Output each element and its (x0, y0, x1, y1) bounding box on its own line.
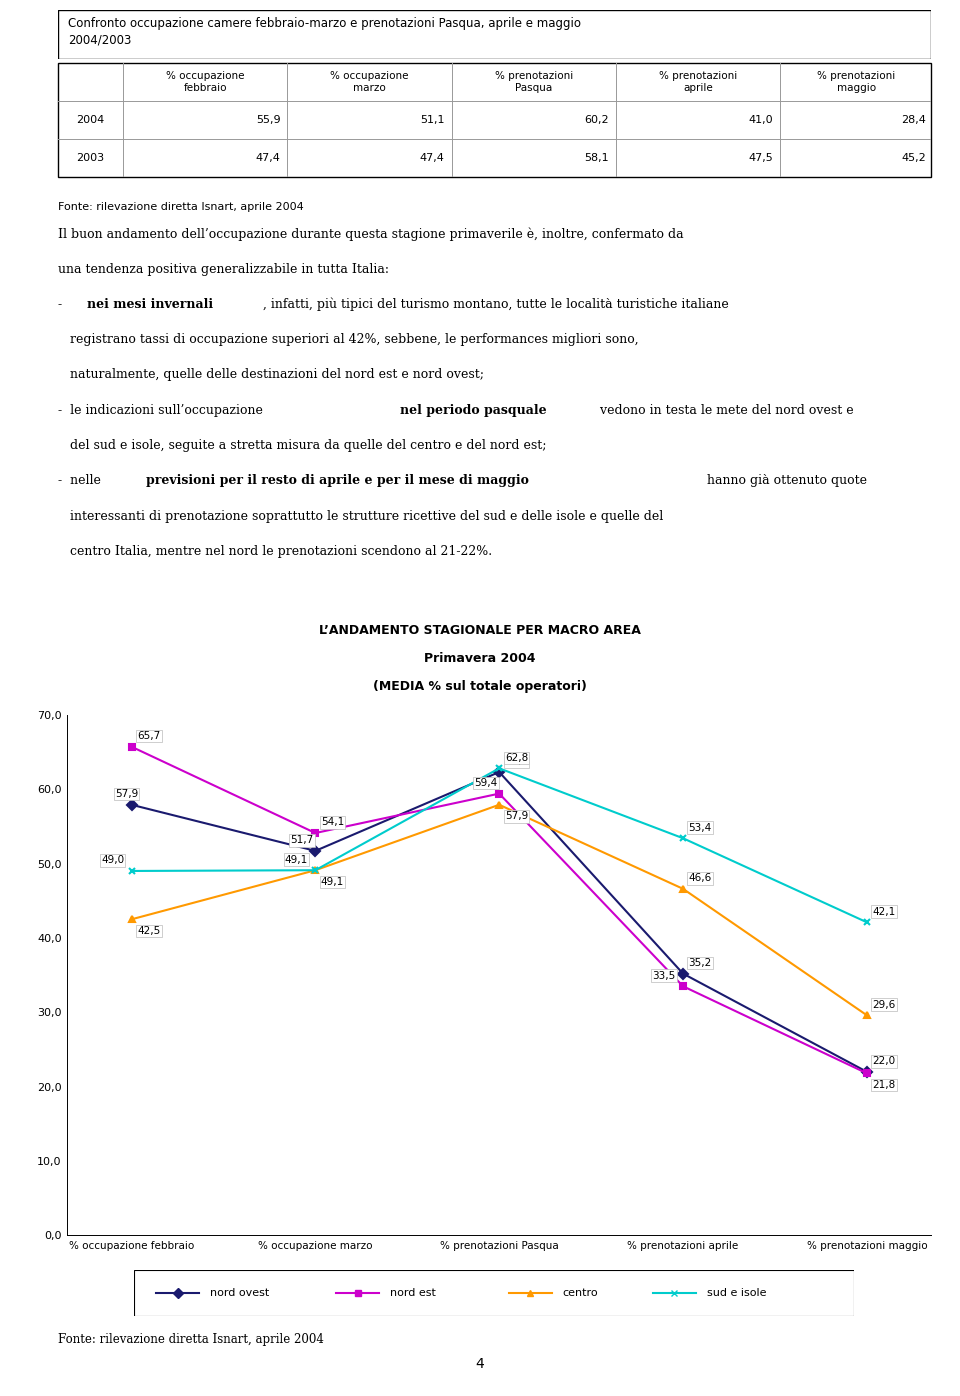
Text: -  nelle: - nelle (58, 475, 105, 487)
Text: 62,8: 62,8 (505, 752, 528, 762)
Text: 58,1: 58,1 (585, 154, 609, 163)
Text: hanno già ottenuto quote: hanno già ottenuto quote (704, 475, 868, 487)
Text: previsioni per il resto di aprile e per il mese di maggio: previsioni per il resto di aprile e per … (146, 475, 529, 487)
Text: 2004: 2004 (76, 114, 105, 126)
Text: Confronto occupazione camere febbraio-marzo e prenotazioni Pasqua, aprile e magg: Confronto occupazione camere febbraio-ma… (68, 17, 581, 46)
Text: 42,5: 42,5 (137, 926, 160, 935)
Text: 49,1: 49,1 (321, 877, 345, 886)
Text: 35,2: 35,2 (688, 958, 711, 967)
Text: naturalmente, quelle delle destinazioni del nord est e nord ovest;: naturalmente, quelle delle destinazioni … (58, 369, 484, 381)
Text: (MEDIA % sul totale operatori): (MEDIA % sul totale operatori) (373, 680, 587, 692)
Text: 49,0: 49,0 (101, 856, 124, 866)
Text: centro: centro (563, 1289, 598, 1298)
Text: sud e isole: sud e isole (707, 1289, 766, 1298)
Text: 57,9: 57,9 (505, 811, 528, 821)
Text: Primavera 2004: Primavera 2004 (424, 652, 536, 664)
Text: -  le indicazioni sull’occupazione: - le indicazioni sull’occupazione (58, 403, 267, 417)
Text: 51,7: 51,7 (290, 835, 314, 846)
Text: 60,2: 60,2 (585, 114, 609, 126)
Text: 2003: 2003 (76, 154, 105, 163)
Text: Fonte: rilevazione diretta Isnart, aprile 2004: Fonte: rilevazione diretta Isnart, april… (58, 1333, 324, 1346)
Text: Il buon andamento dell’occupazione durante questa stagione primaverile è, inoltr: Il buon andamento dell’occupazione duran… (58, 228, 684, 240)
Text: 21,8: 21,8 (873, 1081, 896, 1090)
Text: , infatti, più tipici del turismo montano, tutte le località turistiche italiane: , infatti, più tipici del turismo montan… (263, 297, 729, 311)
Text: 42,1: 42,1 (873, 907, 896, 917)
Text: 47,4: 47,4 (255, 154, 280, 163)
Text: % occupazione
febbraio: % occupazione febbraio (166, 71, 245, 94)
Text: una tendenza positiva generalizzabile in tutta Italia:: una tendenza positiva generalizzabile in… (58, 262, 389, 275)
Text: interessanti di prenotazione soprattutto le strutture ricettive del sud e delle : interessanti di prenotazione soprattutto… (58, 510, 662, 522)
Text: 47,5: 47,5 (749, 154, 773, 163)
Text: nord ovest: nord ovest (210, 1289, 269, 1298)
Text: del sud e isole, seguite a stretta misura da quelle del centro e del nord est;: del sud e isole, seguite a stretta misur… (58, 440, 546, 452)
Text: 51,1: 51,1 (420, 114, 444, 126)
Text: 45,2: 45,2 (901, 154, 926, 163)
Text: 22,0: 22,0 (873, 1057, 896, 1067)
Text: nord est: nord est (390, 1289, 436, 1298)
Text: 62,3: 62,3 (505, 757, 528, 766)
Text: 49,1: 49,1 (285, 854, 308, 864)
Text: registrano tassi di occupazione superiori al 42%, sebbene, le performances migli: registrano tassi di occupazione superior… (58, 334, 638, 346)
Text: 4: 4 (475, 1357, 485, 1371)
Text: 28,4: 28,4 (901, 114, 926, 126)
Text: 59,4: 59,4 (474, 778, 497, 789)
Text: vedono in testa le mete del nord ovest e: vedono in testa le mete del nord ovest e (596, 403, 853, 417)
Text: 29,6: 29,6 (873, 1000, 896, 1009)
Text: L’ANDAMENTO STAGIONALE PER MACRO AREA: L’ANDAMENTO STAGIONALE PER MACRO AREA (319, 624, 641, 637)
Text: 47,4: 47,4 (420, 154, 444, 163)
Text: centro Italia, mentre nel nord le prenotazioni scendono al 21-22%.: centro Italia, mentre nel nord le prenot… (58, 544, 492, 558)
Text: 46,6: 46,6 (688, 874, 711, 884)
Text: % occupazione
marzo: % occupazione marzo (330, 71, 409, 94)
Text: % prenotazioni
aprile: % prenotazioni aprile (659, 71, 737, 94)
Text: % prenotazioni
maggio: % prenotazioni maggio (817, 71, 896, 94)
Text: 55,9: 55,9 (255, 114, 280, 126)
Text: 41,0: 41,0 (749, 114, 773, 126)
Text: 65,7: 65,7 (137, 732, 160, 741)
Text: 53,4: 53,4 (688, 822, 711, 832)
Text: % prenotazioni
Pasqua: % prenotazioni Pasqua (494, 71, 573, 94)
Text: Fonte: rilevazione diretta Isnart, aprile 2004: Fonte: rilevazione diretta Isnart, april… (58, 202, 303, 212)
Text: 54,1: 54,1 (321, 818, 345, 828)
Text: nel periodo pasquale: nel periodo pasquale (400, 403, 546, 417)
Text: 57,9: 57,9 (115, 789, 138, 799)
Text: -: - (58, 297, 70, 311)
Text: 33,5: 33,5 (653, 970, 676, 981)
Text: nei mesi invernali: nei mesi invernali (87, 297, 213, 311)
